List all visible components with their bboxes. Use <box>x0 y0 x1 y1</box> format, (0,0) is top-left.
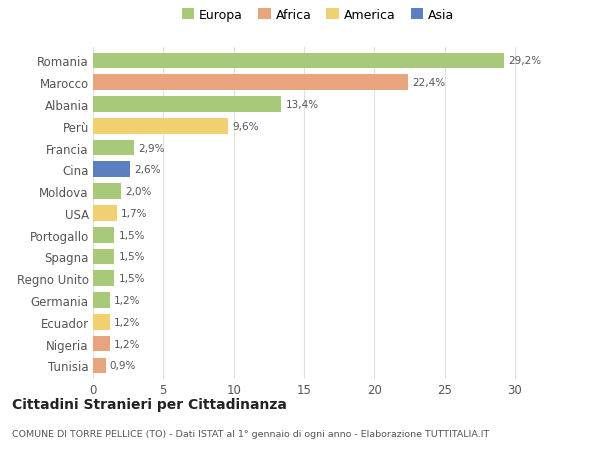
Bar <box>93 292 110 308</box>
Text: 1,7%: 1,7% <box>121 208 148 218</box>
Text: 22,4%: 22,4% <box>412 78 445 88</box>
Bar <box>93 249 114 265</box>
Text: 9,6%: 9,6% <box>232 122 259 131</box>
Bar <box>93 162 130 178</box>
Bar <box>93 140 134 156</box>
Text: 2,0%: 2,0% <box>125 187 152 197</box>
Bar <box>93 314 110 330</box>
Text: 1,2%: 1,2% <box>114 339 140 349</box>
Text: 1,2%: 1,2% <box>114 317 140 327</box>
Bar <box>93 336 110 352</box>
Bar <box>93 97 281 112</box>
Text: 13,4%: 13,4% <box>286 100 319 110</box>
Bar <box>93 53 503 69</box>
Text: 1,5%: 1,5% <box>118 252 145 262</box>
Text: COMUNE DI TORRE PELLICE (TO) - Dati ISTAT al 1° gennaio di ogni anno - Elaborazi: COMUNE DI TORRE PELLICE (TO) - Dati ISTA… <box>12 429 489 438</box>
Bar <box>93 118 228 134</box>
Bar <box>93 206 117 221</box>
Text: 1,2%: 1,2% <box>114 296 140 305</box>
Text: 1,5%: 1,5% <box>118 274 145 284</box>
Bar <box>93 358 106 374</box>
Bar <box>93 227 114 243</box>
Text: 1,5%: 1,5% <box>118 230 145 240</box>
Bar <box>93 75 408 91</box>
Bar <box>93 271 114 286</box>
Text: 2,6%: 2,6% <box>134 165 160 175</box>
Text: 0,9%: 0,9% <box>110 361 136 370</box>
Text: 29,2%: 29,2% <box>508 56 541 66</box>
Text: 2,9%: 2,9% <box>138 143 164 153</box>
Text: Cittadini Stranieri per Cittadinanza: Cittadini Stranieri per Cittadinanza <box>12 397 287 411</box>
Legend: Europa, Africa, America, Asia: Europa, Africa, America, Asia <box>182 9 454 22</box>
Bar <box>93 184 121 200</box>
